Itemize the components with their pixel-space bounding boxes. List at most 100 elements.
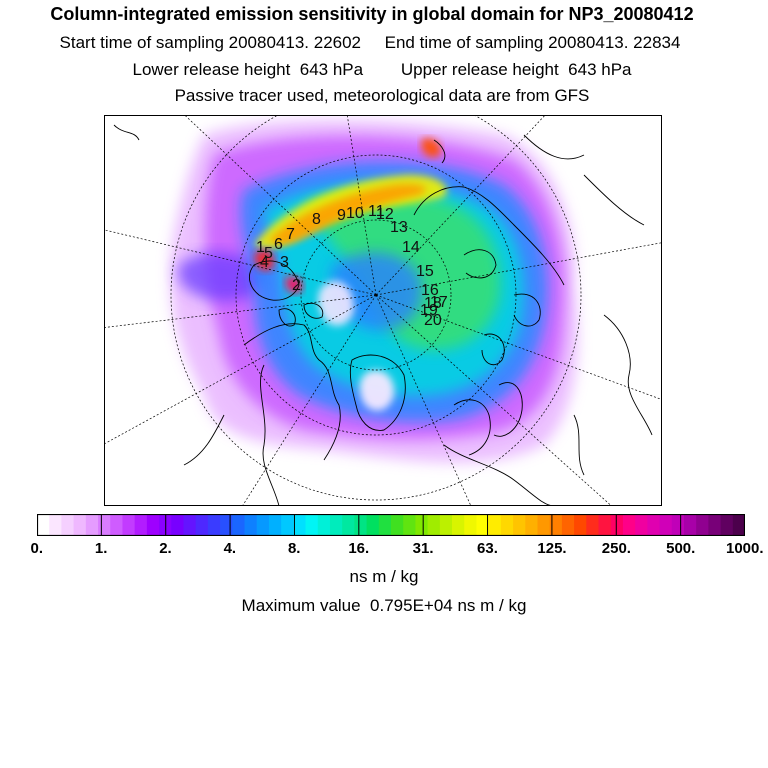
trajectory-label-11: 11: [368, 203, 385, 220]
colorbar-cell: [183, 514, 197, 536]
colorbar-tick-label: 125.: [537, 540, 567, 557]
colorbar-cell: [244, 514, 258, 536]
colorbar-cell: [452, 514, 465, 536]
colorbar-cell: [354, 514, 368, 536]
colorbar-tick-label: 4.: [223, 540, 237, 557]
colorbar-cell: [49, 514, 63, 536]
colorbar-cell: [110, 514, 124, 536]
trajectory-label-1: 1: [256, 239, 265, 256]
colorbar-cell: [61, 514, 75, 536]
colorbar-cell: [549, 514, 563, 536]
colorbar-cell: [439, 514, 453, 536]
colorbar-cell: [195, 514, 209, 536]
colorbar-cell: [85, 514, 99, 536]
colorbar-cell: [622, 514, 636, 536]
colorbar-cell: [232, 514, 246, 536]
colorbar-cell: [134, 514, 148, 536]
colorbar-cell: [122, 514, 136, 536]
colorbar-cell: [537, 514, 551, 536]
colorbar-cell: [500, 514, 514, 536]
colorbar-cell: [268, 514, 282, 536]
emission-sensitivity-map: 1 2 3 4 5 6 7 8 9 10 11 12 13 14 15 16 1…: [104, 115, 662, 506]
trajectory-label-15: 15: [416, 263, 434, 280]
trajectory-labels: 1 2 3 4 5 6 7 8 9 10 11 12 13 14 15 16 1…: [256, 203, 448, 329]
colorbar-cell: [720, 514, 734, 536]
trajectory-label-12: 12: [376, 206, 394, 223]
trajectory-label-2: 2: [292, 277, 301, 294]
colorbar-cell: [708, 514, 722, 536]
colorbar-cell: [391, 514, 404, 536]
colorbar-tick-label: 0.: [30, 540, 44, 557]
colorbar-cell: [586, 514, 600, 536]
trajectory-label-10: 10: [346, 205, 364, 222]
trajectory-label-16: 16: [421, 282, 439, 299]
colorbar-cell: [317, 514, 331, 536]
colorbar-tick-label: 250.: [601, 540, 631, 557]
trajectory-label-7: 7: [286, 226, 295, 243]
colorbar-tick-label: 16.: [348, 540, 370, 557]
colorbar-cell: [464, 514, 478, 536]
colorbar-cell: [610, 514, 624, 536]
trajectory-label-4: 4: [260, 254, 269, 271]
colorbar-cell: [207, 514, 221, 536]
colorbar-tick-label: 1.: [94, 540, 108, 557]
colorbar-cell: [293, 514, 307, 536]
tracer-note: Passive tracer used, meteorological data…: [174, 86, 590, 105]
colorbar-cell: [683, 514, 697, 536]
release-heights: Lower release height 643 hPa Upper relea…: [132, 60, 632, 79]
trajectory-label-17: 17: [430, 294, 448, 311]
colorbar-cell: [525, 514, 539, 536]
coastlines: [113, 124, 653, 506]
colorbar-cell: [415, 514, 429, 536]
colorbar-cell: [329, 514, 343, 536]
trajectory-label-6: 6: [274, 236, 283, 253]
trajectory-label-3: 3: [280, 254, 289, 271]
trajectory-label-20: 20: [424, 312, 442, 329]
colorbar-cell: [281, 514, 294, 536]
colorbar-frame: [37, 514, 745, 536]
colorbar-cell: [256, 514, 270, 536]
colorbar-cell: [220, 514, 233, 536]
colorbar-cell: [146, 514, 160, 536]
trajectory-label-14: 14: [402, 239, 420, 256]
colorbar-cell: [561, 514, 575, 536]
colorbar-cell: [73, 514, 87, 536]
colorbar-cell: [671, 514, 685, 536]
trajectory-label-9: 9: [337, 207, 346, 224]
colorbar-cell: [488, 514, 502, 536]
colorbar-cell: [635, 514, 648, 536]
colorbar-cell: [732, 514, 745, 536]
trajectory-label-13: 13: [390, 219, 408, 236]
colorbar-tick-label: 1000.: [726, 540, 764, 557]
colorbar-tick-label: 8.: [287, 540, 301, 557]
colorbar-cell: [98, 514, 111, 536]
colorbar-tick-label: 500.: [666, 540, 696, 557]
colorbar-cell: [305, 514, 319, 536]
colorbar-cell: [366, 514, 380, 536]
colorbar-cell: [476, 514, 490, 536]
sampling-times: Start time of sampling 20080413. 22602 E…: [59, 33, 681, 52]
colorbar-cell: [513, 514, 526, 536]
colorbar-tick-label: 2.: [159, 540, 172, 557]
colorbar-unit-label: ns m / kg: [349, 567, 419, 586]
colorbar-cell: [647, 514, 661, 536]
colorbar-decade-lines: [100, 514, 682, 536]
colorbar-cells: [37, 514, 745, 536]
colorbar-cell: [403, 514, 417, 536]
colorbar-cell: [427, 514, 441, 536]
colorbar-cell: [378, 514, 392, 536]
trajectory-label-19: 19: [420, 302, 438, 319]
trajectory-label-18: 18: [424, 295, 442, 312]
colorbar-tick-label: 63.: [477, 540, 498, 557]
colorbar-cell: [598, 514, 612, 536]
colorbar-tick-label: 31.: [412, 540, 434, 557]
maximum-value-text: Maximum value 0.795E+04 ns m / kg: [241, 596, 527, 615]
colorbar-cell: [37, 514, 50, 536]
colorbar-cell: [696, 514, 709, 536]
trajectory-label-8: 8: [312, 211, 321, 228]
plot-title: Column-integrated emission sensitivity i…: [50, 4, 694, 24]
colorbar: [37, 514, 745, 536]
colorbar-cell: [574, 514, 587, 536]
sensitivity-field: [170, 120, 578, 463]
colorbar-cell: [171, 514, 185, 536]
